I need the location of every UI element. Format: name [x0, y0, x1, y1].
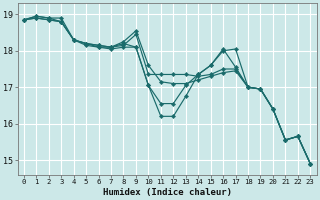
X-axis label: Humidex (Indice chaleur): Humidex (Indice chaleur) — [103, 188, 232, 197]
